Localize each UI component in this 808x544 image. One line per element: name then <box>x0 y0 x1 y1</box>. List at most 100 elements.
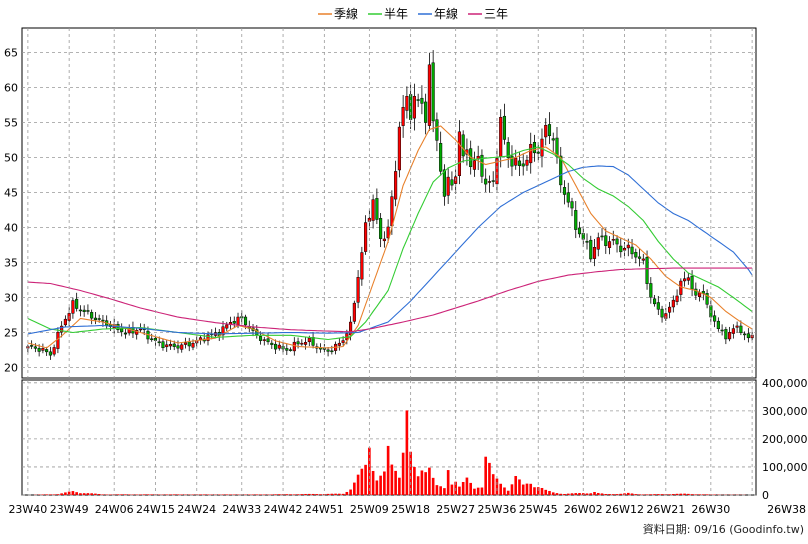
candle-body <box>72 301 75 314</box>
candle-body <box>90 312 93 318</box>
volume-bar <box>413 467 416 495</box>
volume-bar <box>462 482 465 495</box>
volume-bar <box>124 494 127 495</box>
candle-body <box>98 319 101 320</box>
candle-body <box>668 307 671 312</box>
volume-bar <box>589 493 592 495</box>
candle-body <box>424 102 427 123</box>
x-tick-label: 24W33 <box>222 503 261 516</box>
volume-bar <box>327 494 330 495</box>
price-tick-label: 60 <box>4 82 18 95</box>
candle-body <box>631 247 634 254</box>
volume-bar <box>653 494 656 495</box>
volume-bar <box>334 494 337 495</box>
volume-bar <box>372 471 375 495</box>
volume-bar <box>150 494 153 495</box>
volume-bar <box>601 493 604 495</box>
volume-tick-label: 200,000 <box>762 433 808 446</box>
candle-body <box>687 278 690 281</box>
candle-body <box>657 303 660 310</box>
candle-body <box>49 352 52 355</box>
x-tick-label: 24W42 <box>264 503 303 516</box>
volume-tick-label: 300,000 <box>762 405 808 418</box>
volume-bar <box>541 488 544 495</box>
volume-bar <box>252 494 255 495</box>
volume-bar <box>177 494 180 495</box>
candle-body <box>177 346 180 348</box>
volume-bar <box>571 493 574 495</box>
candle-body <box>537 152 540 153</box>
volume-bar <box>64 492 67 495</box>
candle-body <box>432 63 435 121</box>
volume-bar <box>443 488 446 495</box>
candle-body <box>548 124 551 135</box>
price-tick-label: 20 <box>4 362 18 375</box>
volume-bar <box>646 494 649 495</box>
legend-label: 季線 <box>334 6 358 21</box>
volume-bar <box>683 494 686 495</box>
candle-body <box>199 338 202 340</box>
candle-body <box>612 239 615 240</box>
data-date-footer: 資料日期: 09/16 (Goodinfo.tw) <box>643 522 804 536</box>
candle-body <box>597 238 600 250</box>
volume-bar <box>548 491 551 495</box>
candle-body <box>522 164 525 166</box>
volume-bar <box>578 493 581 495</box>
volume-bar <box>529 484 532 495</box>
candle-body <box>499 117 502 156</box>
candle-body <box>574 210 577 229</box>
legend-label: 三年 <box>484 7 508 21</box>
volume-bar <box>60 493 63 495</box>
candle-body <box>372 200 375 221</box>
candle-body <box>361 253 364 280</box>
volume-bar <box>447 470 450 495</box>
volume-tick-label: 0 <box>762 489 769 502</box>
candle-body <box>571 202 574 208</box>
x-tick-label: 23W40 <box>8 503 47 516</box>
candle-body <box>462 135 465 156</box>
volume-bar <box>120 494 123 495</box>
candle-body <box>544 125 547 137</box>
candle-body <box>529 144 532 163</box>
volume-bar <box>469 483 472 495</box>
candle-body <box>406 96 409 110</box>
volume-bar <box>79 493 82 495</box>
volume-bar <box>616 494 619 495</box>
candle-body <box>158 342 161 343</box>
x-tick-label: 23W49 <box>50 503 89 516</box>
x-tick-label: 26W38 <box>767 503 806 516</box>
volume-bar <box>308 494 311 495</box>
price-tick-label: 35 <box>4 257 18 270</box>
volume-bar <box>387 446 390 495</box>
candle-body <box>586 241 589 242</box>
volume-bar <box>642 494 645 495</box>
candle-body <box>676 296 679 302</box>
candle-body <box>338 343 341 345</box>
candle-body <box>646 257 649 283</box>
volume-bar <box>627 493 630 495</box>
volume-bar <box>522 485 525 495</box>
candle-body <box>436 120 439 141</box>
candle-body <box>698 293 701 297</box>
volume-bar <box>297 494 300 495</box>
candle-body <box>683 279 686 281</box>
volume-bar <box>222 494 225 495</box>
volume-bar <box>634 494 637 495</box>
volume-bar <box>45 494 48 495</box>
volume-bar <box>147 494 150 495</box>
candle-body <box>589 240 592 259</box>
candle-body <box>616 239 619 244</box>
price-tick-label: 30 <box>4 292 18 305</box>
volume-bar <box>680 494 683 495</box>
volume-bar <box>72 491 75 495</box>
candle-body <box>289 350 292 351</box>
candle-body <box>417 100 420 101</box>
candle-body <box>267 339 270 342</box>
candle-body <box>304 342 307 344</box>
volume-bar <box>53 494 56 495</box>
volume-bar <box>436 485 439 495</box>
candle-body <box>503 116 506 139</box>
